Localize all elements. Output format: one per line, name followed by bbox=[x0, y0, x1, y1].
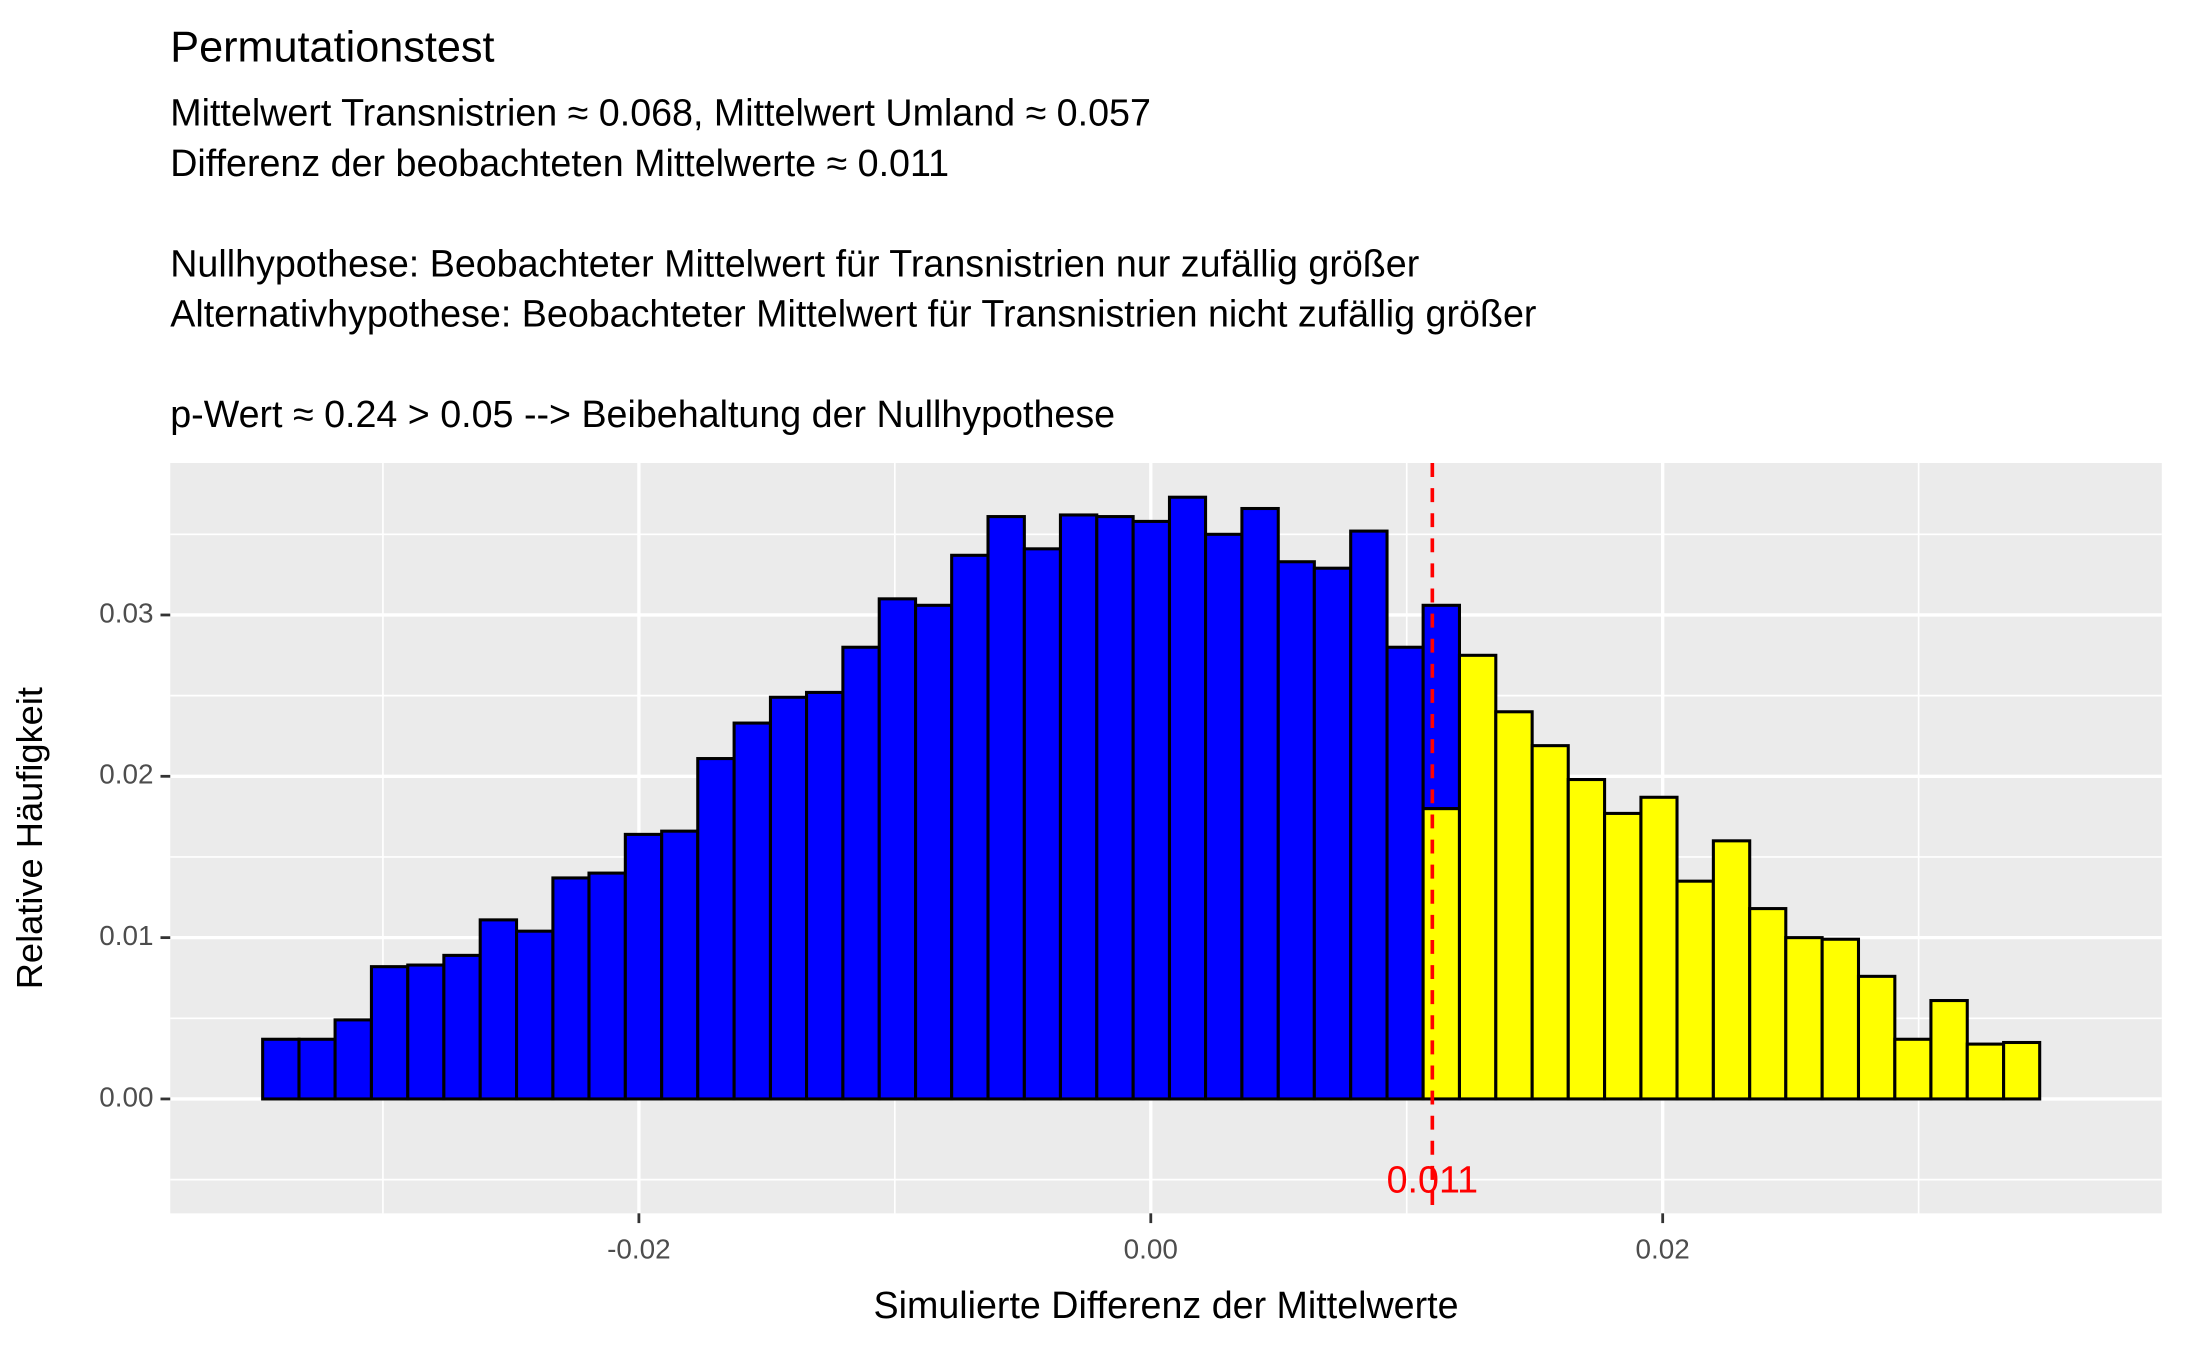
histogram-bar bbox=[914, 603, 954, 1101]
histogram-bar bbox=[1421, 807, 1461, 1101]
y-tick-label: 0.01 bbox=[99, 920, 153, 951]
histogram-bar bbox=[1095, 515, 1135, 1101]
histogram-bar bbox=[1131, 519, 1172, 1101]
histogram-bar bbox=[442, 953, 482, 1101]
x-tick-label: 0.02 bbox=[1636, 1233, 1690, 1264]
chart-title: Permutationstest bbox=[170, 23, 494, 71]
histogram-bar bbox=[623, 832, 664, 1101]
histogram-bar bbox=[1457, 653, 1498, 1101]
x-tick-label: -0.02 bbox=[607, 1233, 671, 1264]
histogram-bar bbox=[1349, 529, 1389, 1101]
histogram-bar bbox=[841, 645, 881, 1101]
histogram-bar bbox=[1603, 811, 1643, 1101]
histogram-bar bbox=[1965, 1042, 2006, 1101]
y-tick-label: 0.03 bbox=[99, 597, 153, 628]
histogram-bar bbox=[1639, 795, 1679, 1101]
histogram-bar bbox=[1566, 777, 1607, 1101]
histogram-bar bbox=[261, 1037, 301, 1101]
histogram-bar bbox=[986, 515, 1026, 1101]
subtitle-line: Nullhypothese: Beobachteter Mittelwert f… bbox=[170, 242, 1419, 284]
y-axis-title: Relative Häufigkeit bbox=[9, 687, 50, 989]
histogram-bar bbox=[1748, 907, 1788, 1101]
histogram-bar bbox=[1167, 495, 1208, 1101]
histogram-bar bbox=[1312, 566, 1353, 1101]
y-tick-label: 0.02 bbox=[99, 759, 153, 790]
histogram-bar bbox=[1276, 560, 1316, 1101]
histogram-bar bbox=[478, 918, 519, 1101]
subtitle-line: Differenz der beobachteten Mittelwerte ≈… bbox=[170, 142, 949, 184]
histogram-bar bbox=[1204, 532, 1244, 1101]
histogram-bar bbox=[877, 597, 918, 1101]
histogram-bar bbox=[1893, 1037, 1933, 1101]
histogram-bar bbox=[1385, 645, 1425, 1101]
histogram-bar bbox=[2002, 1040, 2042, 1101]
histogram-bar bbox=[950, 553, 990, 1101]
histogram-bar bbox=[587, 871, 627, 1101]
histogram-bar bbox=[1530, 744, 1570, 1101]
subtitle-line: p-Wert ≈ 0.24 > 0.05 --> Beibehaltung de… bbox=[170, 393, 1115, 435]
x-tick-label: 0.00 bbox=[1124, 1233, 1178, 1264]
histogram-bar bbox=[515, 929, 555, 1101]
histogram-bar bbox=[297, 1037, 337, 1101]
histogram-bar bbox=[1022, 547, 1062, 1101]
histogram-bar bbox=[551, 876, 591, 1101]
histogram-bar bbox=[1856, 974, 1897, 1101]
histogram-bar bbox=[1675, 879, 1715, 1101]
subtitle-line: Mittelwert Transnistrien ≈ 0.068, Mittel… bbox=[170, 92, 1151, 134]
histogram-bar bbox=[1820, 937, 1861, 1101]
histogram-bar bbox=[805, 690, 845, 1101]
subtitle-line: Alternativhypothese: Beobachteter Mittel… bbox=[170, 293, 1536, 335]
histogram-bar bbox=[732, 721, 772, 1101]
histogram-bar bbox=[1494, 710, 1534, 1101]
histogram-bar bbox=[1711, 839, 1752, 1101]
reference-label: 0.011 bbox=[1387, 1159, 1478, 1201]
histogram-bar bbox=[1929, 999, 1969, 1101]
y-tick-label: 0.00 bbox=[99, 1081, 153, 1112]
histogram-bar bbox=[406, 963, 446, 1101]
histogram-bar bbox=[1058, 513, 1099, 1101]
histogram-bar bbox=[696, 757, 736, 1101]
histogram-bar bbox=[333, 1018, 373, 1101]
histogram-bar bbox=[369, 965, 410, 1101]
histogram-bar bbox=[1784, 936, 1824, 1101]
histogram-bar bbox=[1240, 506, 1280, 1101]
x-axis-title: Simulierte Differenz der Mittelwerte bbox=[874, 1284, 1459, 1326]
histogram-bar bbox=[1421, 603, 1461, 811]
histogram-bar bbox=[768, 695, 809, 1101]
histogram-bar bbox=[660, 829, 700, 1101]
